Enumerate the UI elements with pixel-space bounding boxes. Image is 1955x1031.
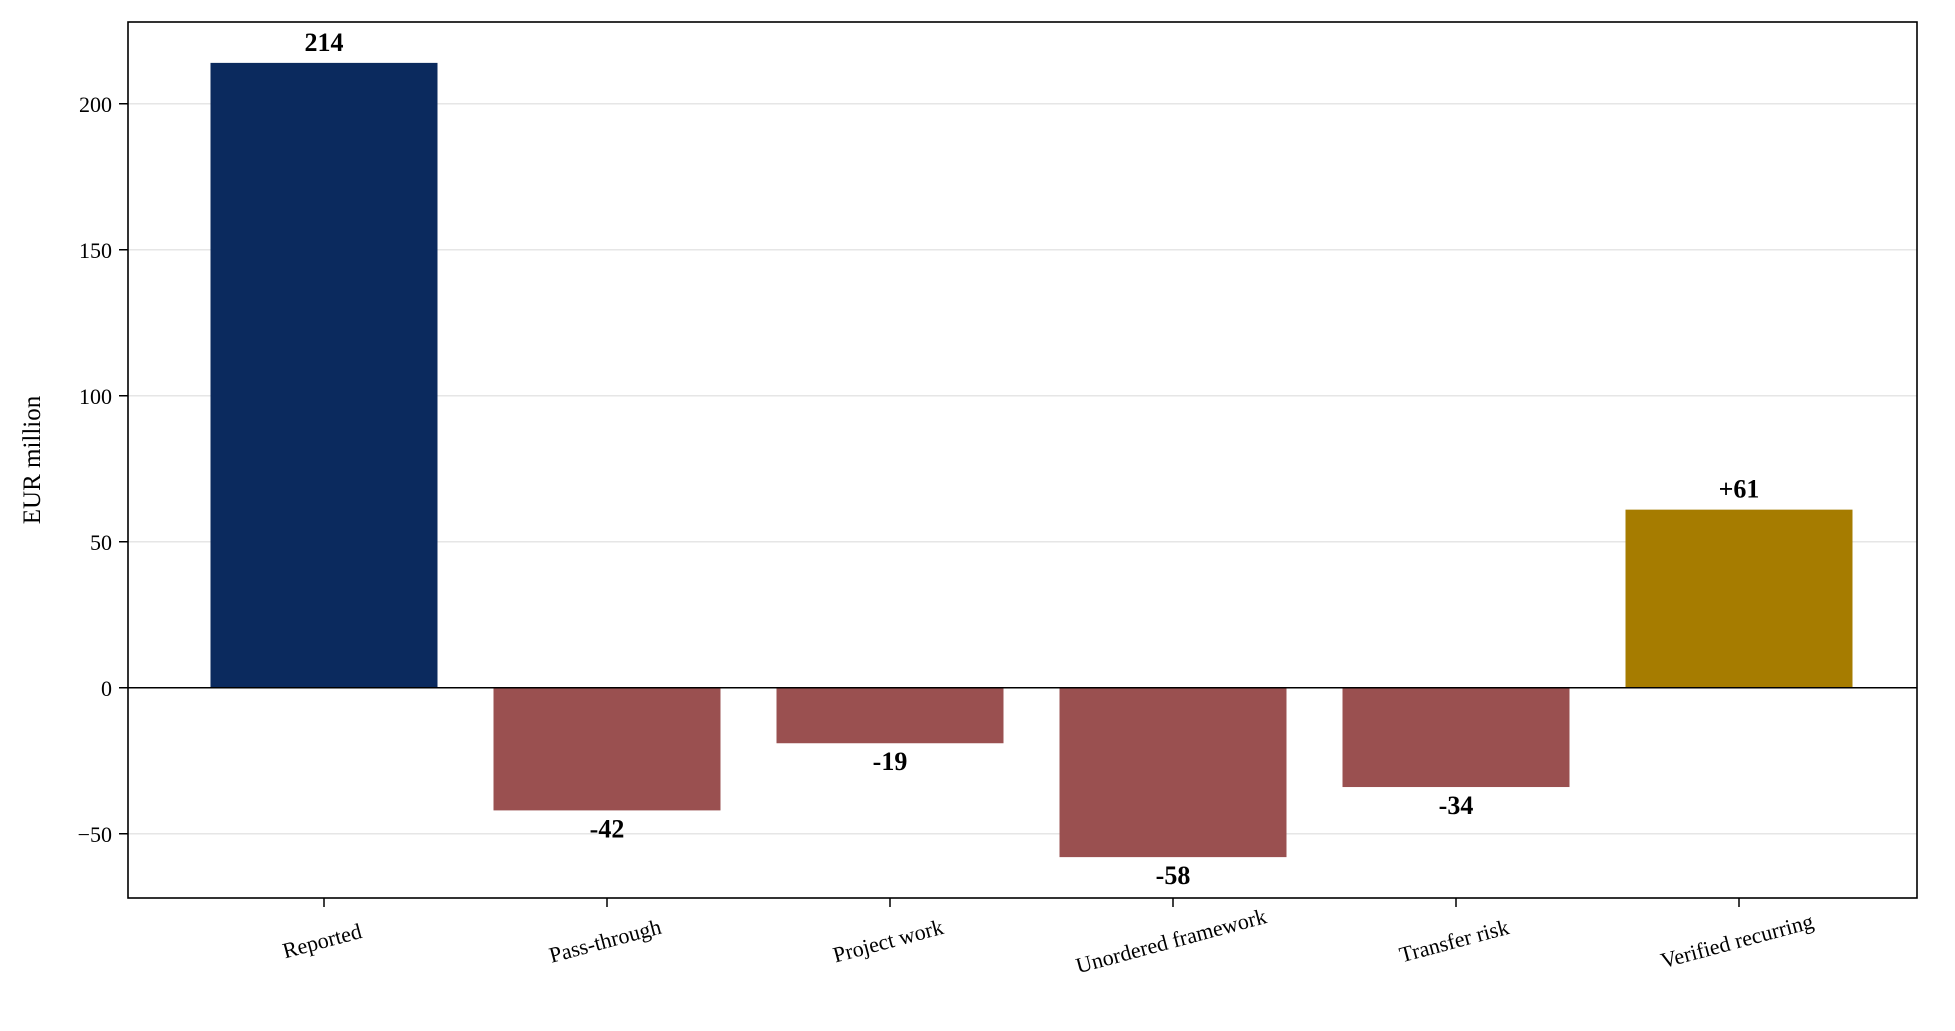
plot-frame [127,21,1918,899]
bar [493,687,721,811]
bar [1625,509,1853,688]
data-labels: 214 -42 -19 -58 -34 +61 [305,28,1760,890]
x-tick-label: Pass-through [546,914,663,968]
bar [1059,687,1287,858]
bar [776,687,1004,744]
y-tick-label: 50 [90,530,112,555]
bar-value-label: -34 [1439,791,1474,820]
x-tick-label: Transfer risk [1397,914,1512,967]
y-tick-label: 200 [79,92,112,117]
x-tick-label: Project work [830,914,946,967]
y-tick-label: 150 [79,238,112,263]
x-tick-label: Reported [280,918,364,963]
x-tick-label: Verified recurring [1658,908,1816,973]
y-tick-label: −50 [78,822,112,847]
y-tick-label: 0 [101,676,112,701]
bar-value-label: -58 [1156,861,1191,890]
y-axis-ticks: −50 0 50 100 150 200 [78,92,128,847]
y-tick-label: 100 [79,384,112,409]
bar-value-label: -42 [590,814,625,843]
x-axis-ticks: Reported Pass-through Project work Unordere… [280,898,1816,978]
bar-value-label: -19 [873,747,908,776]
bar [1342,687,1570,788]
bar-value-label: +61 [1719,475,1760,504]
bar [210,62,438,688]
bar-value-label: 214 [305,28,344,57]
y-axis-label: EUR million [19,395,46,524]
x-tick-label: Unordered framework [1073,903,1269,978]
bars [210,62,1853,858]
